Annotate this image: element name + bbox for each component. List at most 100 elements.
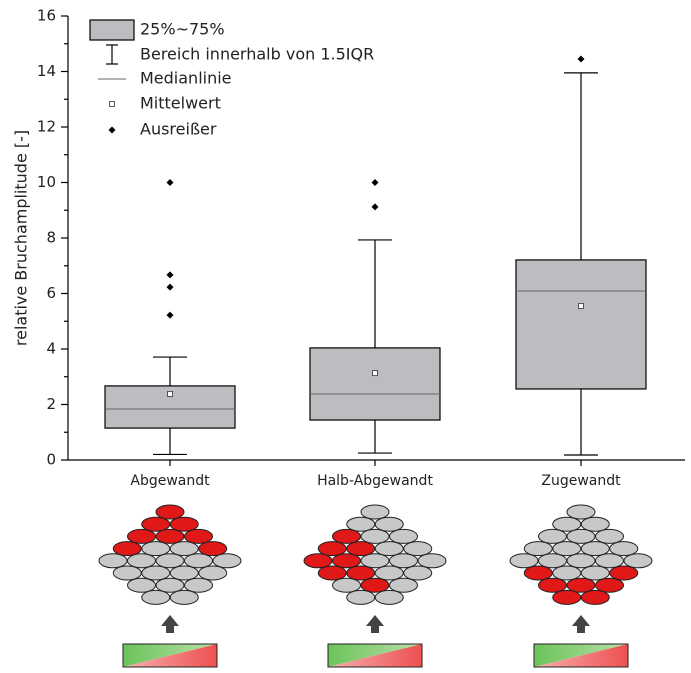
x-tick-label: Abgewandt bbox=[130, 473, 210, 489]
cell-icon bbox=[374, 516, 404, 532]
outlier bbox=[166, 179, 174, 186]
cell-icon bbox=[169, 516, 199, 532]
y-tick-label: 6 bbox=[46, 284, 56, 302]
legend-label: Bereich innerhalb von 1.5IQR bbox=[140, 45, 374, 64]
cell-icon bbox=[609, 565, 639, 581]
cell-icon bbox=[374, 565, 404, 581]
y-tick-label: 2 bbox=[46, 395, 56, 413]
cell-icon bbox=[580, 541, 610, 557]
cell-icon bbox=[580, 565, 610, 581]
cell-icon bbox=[523, 565, 553, 581]
arrow-icon bbox=[572, 615, 590, 633]
mean-marker bbox=[167, 391, 173, 397]
cell-icon bbox=[538, 528, 567, 544]
cell-icon bbox=[417, 553, 447, 569]
cell-icon bbox=[98, 553, 128, 569]
outlier bbox=[577, 55, 585, 63]
cell-icon bbox=[169, 565, 199, 581]
mean-marker bbox=[372, 370, 378, 377]
cell-icon bbox=[346, 565, 376, 581]
cell-icon bbox=[212, 553, 242, 569]
cell-icon bbox=[141, 565, 171, 581]
cell-icon bbox=[127, 553, 156, 569]
y-tick-label: 14 bbox=[37, 62, 56, 80]
cell-icon bbox=[332, 553, 361, 569]
cell-icon bbox=[141, 516, 171, 532]
cell-icon bbox=[374, 541, 404, 557]
cell-icon bbox=[360, 553, 390, 569]
cell-icon bbox=[169, 541, 199, 557]
legend-label: Ausreißer bbox=[140, 120, 217, 139]
cell-icon bbox=[360, 528, 390, 544]
y-tick-label: 0 bbox=[46, 451, 56, 469]
cell-icon bbox=[317, 541, 347, 557]
gradient-box bbox=[533, 643, 629, 668]
cell-icon bbox=[566, 504, 596, 520]
cell-icon bbox=[346, 541, 376, 557]
cell-icon bbox=[317, 565, 347, 581]
cell-icon bbox=[141, 589, 171, 605]
cell-icon bbox=[552, 516, 582, 532]
cell-icon bbox=[141, 541, 171, 557]
cell-icon bbox=[155, 504, 185, 520]
y-tick-label: 12 bbox=[37, 118, 56, 136]
gradient-red bbox=[123, 644, 217, 667]
cell-icon bbox=[198, 565, 228, 581]
cell-icon bbox=[184, 553, 213, 569]
cell-icon bbox=[566, 528, 596, 544]
y-tick-label: 8 bbox=[46, 229, 56, 247]
arrow-icon bbox=[161, 615, 179, 633]
cell-icon bbox=[332, 528, 361, 544]
x-tick-label: Halb-Abgewandt bbox=[317, 473, 433, 489]
cell-icon bbox=[403, 541, 433, 557]
gradient-red bbox=[328, 644, 422, 667]
cell-icon bbox=[332, 577, 361, 593]
cell-icon bbox=[580, 589, 610, 605]
cell-icon bbox=[509, 553, 539, 569]
cell-icon bbox=[552, 541, 582, 557]
cell-icon bbox=[374, 589, 404, 605]
box bbox=[309, 347, 441, 421]
outlier bbox=[166, 283, 174, 291]
outlier bbox=[166, 311, 174, 319]
cell-icon bbox=[595, 577, 624, 593]
mean-marker bbox=[578, 303, 584, 309]
cell-icon bbox=[609, 541, 639, 557]
cell-icon bbox=[595, 528, 624, 544]
box bbox=[515, 259, 647, 390]
cell-icon bbox=[184, 577, 213, 593]
cell-icon bbox=[360, 577, 390, 593]
x-tick-label: Zugewandt bbox=[541, 473, 621, 489]
legend-label: Mittelwert bbox=[140, 94, 221, 113]
cell-icon bbox=[552, 565, 582, 581]
outlier bbox=[166, 271, 174, 279]
cell-icon bbox=[552, 589, 582, 605]
y-tick-label: 10 bbox=[37, 173, 56, 191]
cell-icon bbox=[595, 553, 624, 569]
outlier bbox=[371, 203, 379, 211]
gradient-box bbox=[122, 643, 218, 668]
cell-icon bbox=[198, 541, 228, 557]
cell-icon bbox=[580, 516, 610, 532]
cell-icon bbox=[403, 565, 433, 581]
arrow-icon bbox=[366, 615, 384, 633]
legend-label: Medianlinie bbox=[140, 69, 232, 88]
cell-icon bbox=[523, 541, 553, 557]
y-axis-label: relative Bruchamplitude [-] bbox=[12, 130, 31, 346]
cell-icon bbox=[184, 528, 213, 544]
y-tick-label: 16 bbox=[37, 7, 56, 25]
gradient-red bbox=[534, 644, 628, 667]
cell-icon bbox=[155, 528, 185, 544]
cell-icon bbox=[566, 553, 596, 569]
legend-box bbox=[89, 19, 135, 41]
legend-label: 25%~75% bbox=[140, 20, 225, 39]
legend-mean bbox=[109, 101, 115, 107]
cell-icon bbox=[112, 541, 142, 557]
cell-icon bbox=[538, 577, 567, 593]
cell-icon bbox=[538, 553, 567, 569]
outlier bbox=[371, 179, 379, 186]
cell-icon bbox=[566, 577, 596, 593]
cell-icon bbox=[112, 565, 142, 581]
cell-icon bbox=[389, 528, 418, 544]
